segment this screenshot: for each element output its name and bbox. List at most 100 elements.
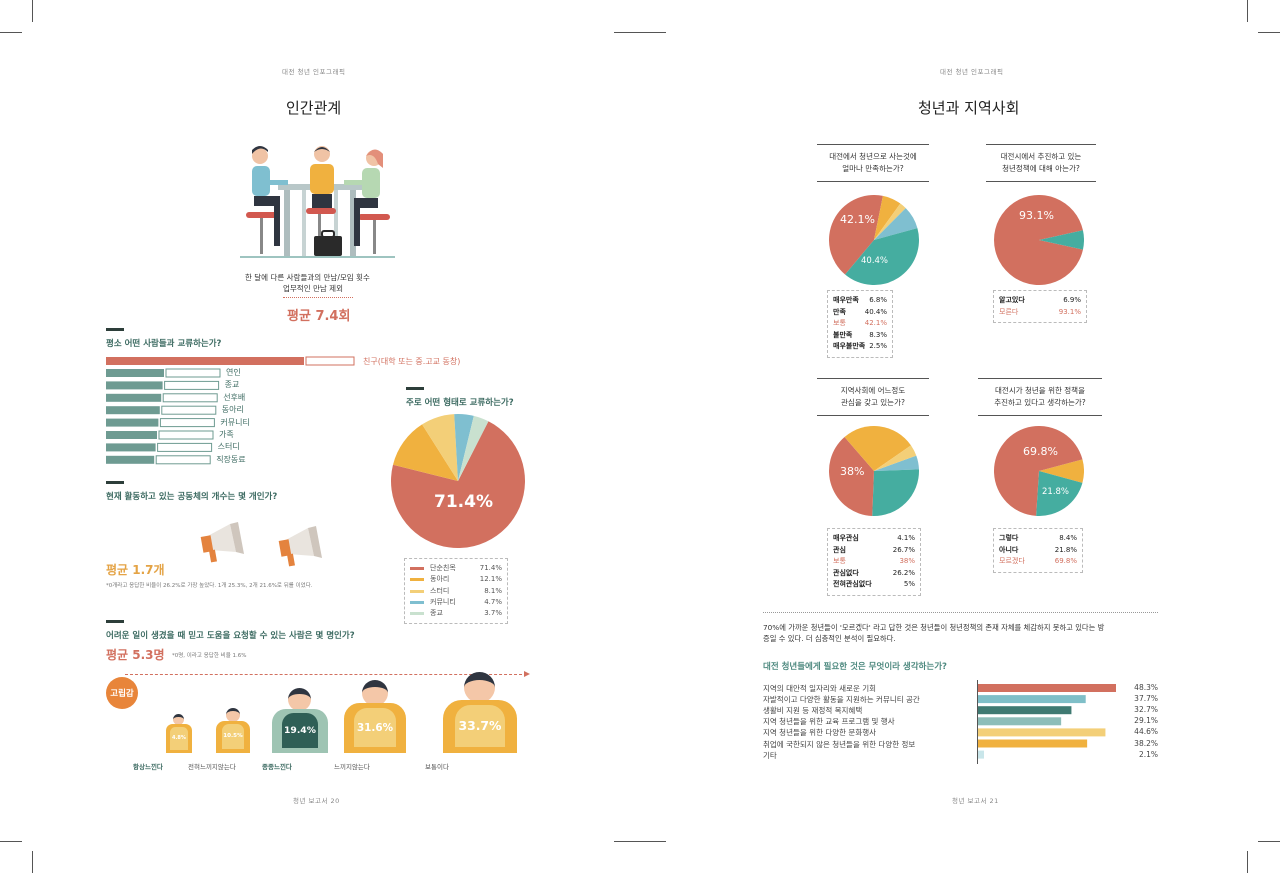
loneliness-arrow-line bbox=[125, 674, 527, 675]
community-interest-slice bbox=[829, 436, 874, 516]
interaction-bar-label: 가족 bbox=[219, 430, 234, 439]
megaphone-icon bbox=[200, 522, 244, 563]
community-interest-slice bbox=[874, 445, 917, 471]
satisfaction-slice bbox=[845, 228, 919, 285]
question-help-people: 어려운 일이 생겼을 때 믿고 도움을 요청할 수 있는 사람은 몇 명인가? bbox=[106, 631, 355, 641]
legend-label: 전혀관심없다 bbox=[833, 580, 872, 588]
interaction-bar-label: 연인 bbox=[226, 368, 241, 377]
meeting-average: 평균 7.4회 bbox=[287, 309, 351, 324]
legend-row: 그렇다 8.4% bbox=[999, 533, 1077, 545]
crop-mark bbox=[32, 851, 33, 873]
interaction-bar-label: 동아리 bbox=[221, 405, 244, 415]
legend-label: 불만족 bbox=[833, 330, 853, 339]
needs-bar-label: 기타 bbox=[763, 750, 777, 760]
interaction-bar-label: 커뮤니티 bbox=[220, 417, 250, 427]
legend-value: 26.7% bbox=[892, 545, 915, 554]
help-average: 평균 5.3명 bbox=[106, 648, 165, 662]
legend-label: 동아리 bbox=[430, 575, 450, 584]
satisfaction-slice bbox=[829, 195, 883, 275]
question-satisfaction: 대전에서 청년으로 사는것에 얼마나 만족하는가? bbox=[817, 144, 929, 182]
interaction-bar-remainder bbox=[164, 380, 220, 390]
person-value: 33.7% bbox=[455, 705, 505, 747]
loneliness-label: 보통이다 bbox=[425, 763, 449, 771]
analysis-paragraph-line-2: 증일 수 있다. 더 심층적인 분석이 필요하다. bbox=[763, 634, 896, 643]
needs-bar bbox=[978, 684, 1116, 692]
legend-row: 전혀관심없다 5% bbox=[833, 579, 915, 591]
legend-label: 만족 bbox=[833, 307, 846, 316]
community-interest-slice bbox=[872, 469, 919, 516]
pie-d-label-2: 21.8% bbox=[1042, 487, 1070, 497]
community-interest-legend: 매우관심 4.1% 관심 26.7% 보통 38% 관심없다 26.2% 전혀관심없다 5% bbox=[827, 528, 921, 596]
interaction-bar bbox=[106, 381, 163, 390]
interaction-bar bbox=[106, 393, 162, 402]
person-head-icon bbox=[361, 680, 388, 706]
person-figure: 10.5% bbox=[216, 708, 250, 753]
legend-row: 종교 3.7% bbox=[410, 608, 502, 619]
interaction-bar-remainder bbox=[158, 430, 214, 440]
legend-value: 5% bbox=[903, 580, 915, 588]
section-marker bbox=[106, 620, 124, 623]
legend-value: 6.8% bbox=[869, 296, 887, 304]
question-interaction-people: 평소 어떤 사람들과 교류하는가? bbox=[106, 339, 222, 349]
policy-awareness-slice bbox=[994, 195, 1083, 285]
legend-value: 4.1% bbox=[897, 534, 915, 542]
legend-value: 38% bbox=[899, 557, 915, 565]
question-policy-awareness: 대전시에서 추진하고 있는 청년정책에 대해 아는가? bbox=[986, 144, 1096, 182]
satisfaction-pie bbox=[829, 195, 919, 285]
needs-bar-label: 취업에 국한되지 않은 청년들을 위한 다양한 정보 bbox=[763, 739, 916, 749]
question-youth-needs: 대전 청년들에게 필요한 것은 무엇이라 생각하는가? bbox=[763, 662, 947, 672]
needs-bar-label: 자발적이고 다양한 활동을 지원하는 커뮤니티 공간 bbox=[763, 695, 920, 705]
interaction-form-slice bbox=[393, 424, 458, 481]
legend-label: 알고있다 bbox=[999, 296, 1025, 304]
legend-row: 단순친목 71.4% bbox=[410, 563, 502, 574]
question-community-count: 현재 활동하고 있는 공동체의 개수는 몇 개인가? bbox=[106, 492, 278, 502]
person-figure: 33.7% bbox=[442, 672, 518, 753]
legend-value: 12.1% bbox=[479, 575, 502, 584]
interaction-bar bbox=[106, 443, 156, 452]
pie-a-label-1: 42.1% bbox=[840, 213, 875, 226]
section-marker bbox=[106, 481, 124, 484]
satisfaction-slice bbox=[874, 203, 906, 240]
right-footer: 청년 보고서 21 bbox=[952, 797, 999, 805]
person-figure: 19.4% bbox=[272, 688, 328, 753]
interaction-bar-remainder bbox=[155, 455, 211, 465]
community-average: 평균 1.7개 bbox=[106, 563, 165, 577]
legend-label: 보통 bbox=[833, 557, 846, 565]
needs-bar-value: 32.7% bbox=[1134, 705, 1158, 715]
legend-value: 8.3% bbox=[869, 330, 887, 339]
crop-mark bbox=[1247, 0, 1248, 22]
left-footer: 청년 보고서 20 bbox=[293, 797, 340, 805]
needs-bar bbox=[978, 739, 1088, 748]
left-header: 대전 청년 인포그래픽 bbox=[282, 68, 346, 76]
policy-awareness-slice bbox=[1039, 230, 1084, 250]
needs-bar-value: 29.1% bbox=[1134, 716, 1158, 726]
interaction-form-slice bbox=[454, 414, 474, 481]
section-marker bbox=[106, 328, 124, 331]
needs-bar-label: 지역의 대안적 일자리와 새로운 기회 bbox=[763, 684, 877, 693]
needs-bar bbox=[978, 706, 1072, 715]
legend-label: 커뮤니티 bbox=[430, 597, 456, 606]
needs-bar-label: 지역 청년들을 위한 다양한 문화행사 bbox=[763, 728, 877, 738]
legend-swatch bbox=[410, 567, 424, 571]
legend-row: 모르겠다 69.8% bbox=[999, 556, 1077, 568]
legend-value: 8.1% bbox=[484, 586, 502, 595]
right-header: 대전 청년 인포그래픽 bbox=[940, 68, 1004, 76]
legend-row: 모른다 93.1% bbox=[999, 307, 1081, 319]
interaction-form-slice bbox=[422, 414, 458, 481]
legend-value: 6.9% bbox=[1063, 296, 1081, 304]
loneliness-label: 전혀느끼지않는다 bbox=[188, 763, 236, 771]
megaphone-icon bbox=[278, 526, 322, 567]
crop-mark bbox=[1258, 841, 1280, 842]
needs-bar-value: 38.2% bbox=[1134, 738, 1158, 748]
policy-awareness-pie bbox=[994, 195, 1084, 285]
policy-belief-pie bbox=[994, 426, 1084, 516]
community-interest-pie bbox=[829, 426, 919, 516]
legend-row: 매우불만족 2.5% bbox=[833, 341, 887, 353]
right-page-title: 청년과 지역사회 bbox=[918, 99, 1020, 117]
legend-label: 매우만족 bbox=[833, 296, 859, 304]
community-note: *0개라고 응답한 비율이 26.2%로 가장 높았다. 1개 25.3%, 2… bbox=[106, 583, 313, 589]
legend-row: 스터디 8.1% bbox=[410, 586, 502, 597]
legend-row: 커뮤니티 4.7% bbox=[410, 597, 502, 608]
legend-label: 매우관심 bbox=[833, 534, 859, 542]
friend-bar bbox=[106, 357, 304, 365]
